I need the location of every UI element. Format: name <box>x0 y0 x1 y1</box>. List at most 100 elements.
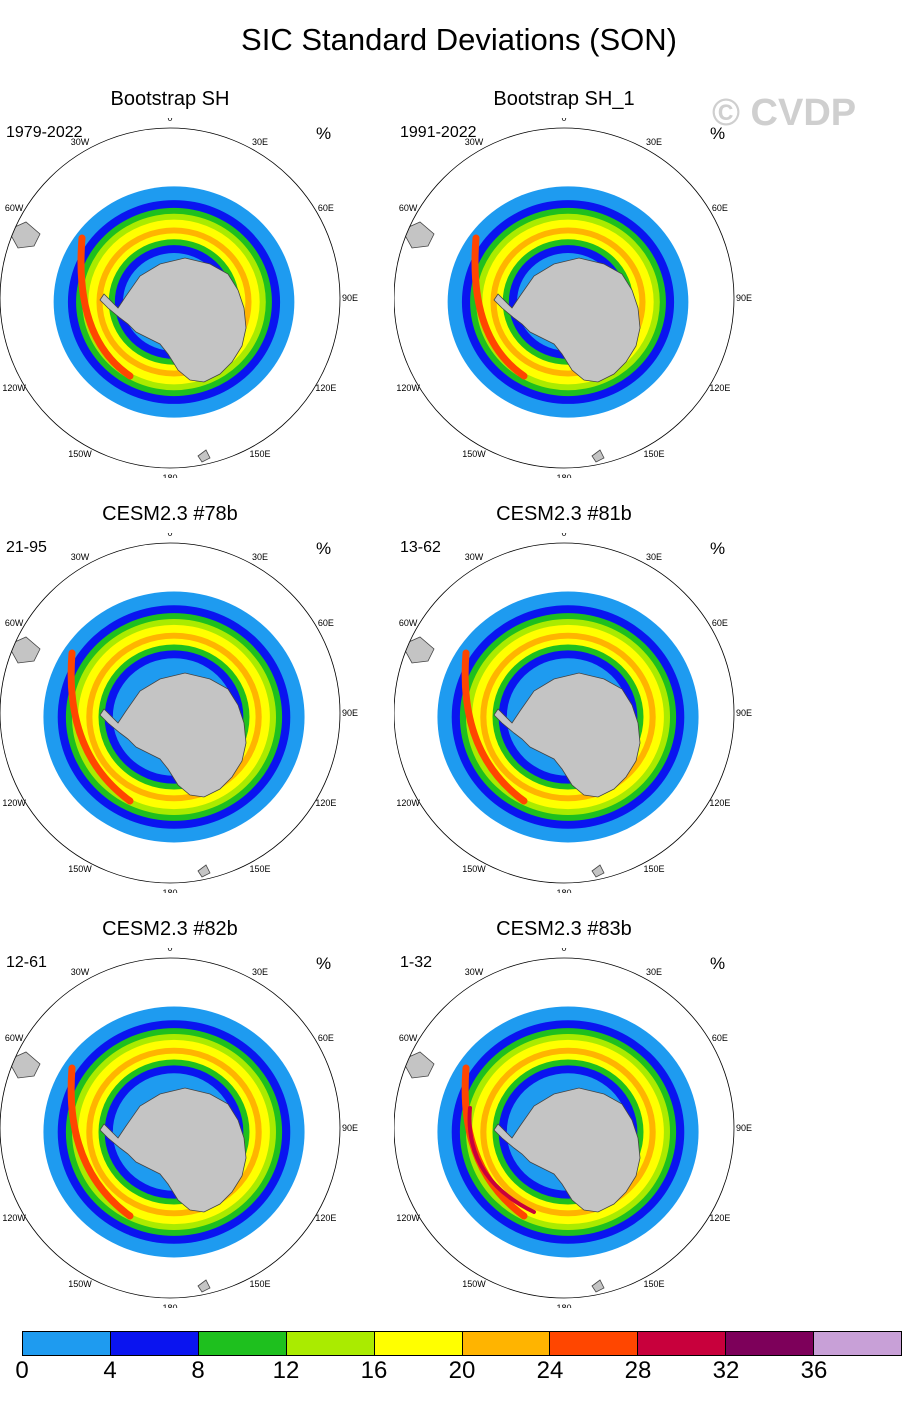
lon-label: 30E <box>252 552 268 562</box>
polar-map: 030E60E90E120E150E180150W120W90W60W30W <box>394 948 752 1308</box>
colorbar-tick-label: 16 <box>360 1357 388 1384</box>
map-panel-2: Bootstrap SH_1 1991-2022% 0 30E 60E 90E 120E 15… <box>394 88 814 483</box>
lon-label: 60E <box>712 1033 728 1043</box>
colorbar-tick-label: 28 <box>624 1357 652 1384</box>
colorbar-tick-label: 20 <box>448 1357 476 1384</box>
lon-label: 90E <box>342 1123 358 1133</box>
lon-label: 150W <box>68 1279 92 1289</box>
lon-label: 30E <box>646 967 662 977</box>
colorbar <box>22 1331 903 1356</box>
south-america-tip <box>401 636 435 664</box>
map-panel-6: CESM2.3 #83b 1-32% 0 30E 60E 90E 120E 150E 180 15… <box>394 918 814 1313</box>
map-panel-4: CESM2.3 #81b 13-62% 0 30E 60E 90E 120E 150E 180 1… <box>394 503 814 898</box>
lon-label: 120E <box>315 383 336 393</box>
lon-label: 30E <box>646 137 662 147</box>
colorbar-tick-label: 12 <box>272 1357 300 1384</box>
panel-years: 13-62 <box>400 539 441 556</box>
new-zealand-landmass <box>591 449 605 463</box>
panel-title: Bootstrap SH <box>110 88 230 110</box>
lon-label: 30W <box>71 137 90 147</box>
lon-label: 60E <box>712 618 728 628</box>
map-panel-5: CESM2.3 #82b 12-61% 0 30E 60E 90E 120E 150E 180 1… <box>0 918 420 1313</box>
lon-label: 150W <box>462 1279 486 1289</box>
panel-years: 1991-2022 <box>400 124 477 141</box>
lon-label: 120W <box>2 383 26 393</box>
panel-years: 1979-2022 <box>6 124 83 141</box>
map-border <box>394 542 735 884</box>
map-border <box>394 127 735 469</box>
lon-label: 60E <box>712 203 728 213</box>
lon-label: 30W <box>71 552 90 562</box>
panel-years: 1-32 <box>400 954 433 971</box>
panel-title: CESM2.3 #81b <box>496 503 632 525</box>
colorbar-bin-1 <box>109 1331 198 1356</box>
panel-title: Bootstrap SH_1 <box>493 88 635 110</box>
lon-label: 120W <box>2 798 26 808</box>
lon-label: 30E <box>646 552 662 562</box>
panel-unit: % <box>710 124 726 143</box>
colorbar-tick-label: 32 <box>712 1357 740 1384</box>
lon-label: 30W <box>71 967 90 977</box>
antarctica-landmass <box>99 1087 247 1213</box>
panel-unit: % <box>316 539 332 558</box>
lon-label: 30W <box>465 552 484 562</box>
colorbar-bin-3 <box>285 1331 374 1356</box>
lon-label: 60W <box>399 618 418 628</box>
colorbar-bin-5 <box>461 1331 550 1356</box>
antarctica-landmass <box>493 257 641 383</box>
lon-label: 0 <box>167 533 172 538</box>
figure-title: SIC Standard Deviations (SON) <box>241 22 677 57</box>
panel-years: 21-95 <box>6 539 47 556</box>
lon-label: 150E <box>643 449 664 459</box>
polar-map: 030E60E90E120E150E180150W120W90W60W30W <box>0 533 358 893</box>
lon-label: 180 <box>162 888 177 893</box>
colorbar-bin-9 <box>813 1331 903 1356</box>
new-zealand-landmass <box>197 449 211 463</box>
colorbar-bin-4 <box>373 1331 462 1356</box>
panel-unit: % <box>710 954 726 973</box>
lon-label: 30W <box>465 967 484 977</box>
antarctica-landmass <box>99 257 247 383</box>
colorbar-tick-label: 8 <box>191 1357 205 1384</box>
map-border <box>0 127 341 469</box>
lon-label: 60E <box>318 1033 334 1043</box>
lon-label: 120E <box>709 798 730 808</box>
new-zealand-landmass <box>197 864 211 878</box>
lon-label: 150W <box>462 864 486 874</box>
map-panel-1: Bootstrap SH 1979-2022% 0 30E 60E 90E 120E 150E… <box>0 88 420 483</box>
colorbar-bin-8 <box>725 1331 814 1356</box>
sic-peak-arc <box>67 649 134 805</box>
new-zealand-landmass <box>591 864 605 878</box>
colorbar-tick-label: 36 <box>800 1357 828 1384</box>
lon-label: 60W <box>399 203 418 213</box>
south-america-tip <box>401 1051 435 1079</box>
south-america-tip <box>7 221 41 249</box>
lon-label: 60W <box>5 1033 24 1043</box>
lon-label: 120E <box>709 383 730 393</box>
antarctica-landmass <box>493 1087 641 1213</box>
panel-unit: % <box>316 954 332 973</box>
south-america-tip <box>7 636 41 664</box>
lon-label: 180 <box>162 1303 177 1308</box>
sic-peak-arc <box>471 234 528 380</box>
colorbar-labels: 0 4 8 12 16 20 24 28 32 36 <box>0 1357 918 1391</box>
lon-label: 150W <box>462 449 486 459</box>
lon-label: 180 <box>556 1303 571 1308</box>
panel-title: CESM2.3 #83b <box>496 918 632 940</box>
map-panel-3: CESM2.3 #78b 21-95% 0 30E 60E 90E 120E 150E 180 1… <box>0 503 420 898</box>
lon-label: 90E <box>736 1123 752 1133</box>
lon-label: 60E <box>318 203 334 213</box>
panel-unit: % <box>316 124 332 143</box>
lon-label: 90E <box>342 293 358 303</box>
sic-peak-arc <box>67 1064 134 1220</box>
colorbar-tick-label: 24 <box>536 1357 564 1384</box>
lon-label: 60W <box>399 1033 418 1043</box>
lon-label: 150E <box>643 864 664 874</box>
lon-label: 150E <box>643 1279 664 1289</box>
lon-label: 60W <box>5 203 24 213</box>
colorbar-tick-label: 0 <box>15 1357 29 1384</box>
lon-label: 30E <box>252 967 268 977</box>
south-america-tip <box>7 1051 41 1079</box>
lon-label: 120E <box>315 1213 336 1223</box>
lon-label: 120E <box>315 798 336 808</box>
